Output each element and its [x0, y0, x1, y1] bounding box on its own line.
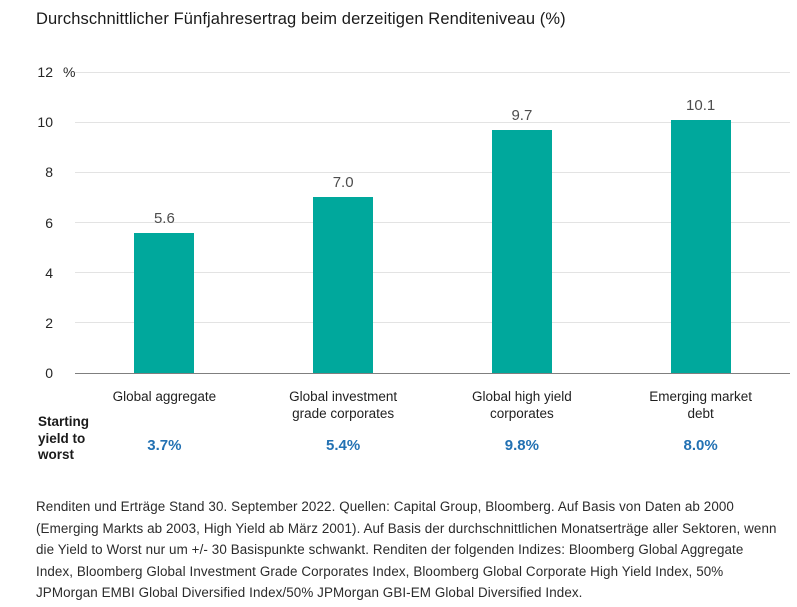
chart-title: Durchschnittlicher Fünfjahresertrag beim… [36, 10, 566, 28]
bar [491, 129, 552, 373]
category-label: Global aggregate [112, 389, 217, 404]
gridline [75, 71, 790, 73]
y-axis-tick-label: 8 [45, 164, 53, 181]
gridline [75, 121, 790, 123]
starting-yield-value: 8.0% [683, 437, 718, 454]
starting-yield-row-label: Starting yield to worst [38, 414, 90, 462]
bar [313, 197, 374, 373]
y-axis-tick-label: 12 [37, 64, 53, 80]
y-axis-tick-label: 0 [45, 365, 53, 381]
category-label: Emerging market debt [649, 389, 753, 421]
category-label: Global investment grade corporates [289, 389, 398, 421]
source-footnote: Renditen und Erträge Stand 30. September… [36, 499, 777, 601]
gridline [75, 222, 790, 223]
bar [134, 232, 195, 373]
bar-value-label: 10.1 [686, 96, 716, 114]
y-axis-unit-label: % [63, 64, 76, 80]
y-axis-tick-label: 6 [45, 214, 53, 231]
y-axis-tick-label: 10 [37, 114, 53, 131]
bar [670, 119, 731, 373]
bar-chart-plot-area: 12 10 8 6 4 2 0% 5.6 Global aggregate 3.7% 7.0 Glob… [37, 64, 790, 454]
category-label: Global high yield corporates [471, 389, 572, 421]
starting-yield-value: 3.7% [147, 437, 182, 454]
y-axis-tick-label: 2 [45, 314, 53, 331]
y-axis-tick-label: 4 [45, 264, 53, 281]
bar-value-label: 7.0 [332, 174, 354, 192]
bar-value-label: 9.7 [511, 106, 533, 124]
x-axis-line [75, 372, 790, 374]
gridline [75, 322, 790, 324]
gridline [75, 171, 790, 173]
starting-yield-value: 5.4% [326, 437, 361, 454]
gridline [75, 272, 790, 274]
bar-value-label: 5.6 [153, 209, 175, 227]
starting-yield-value: 9.8% [504, 437, 539, 454]
